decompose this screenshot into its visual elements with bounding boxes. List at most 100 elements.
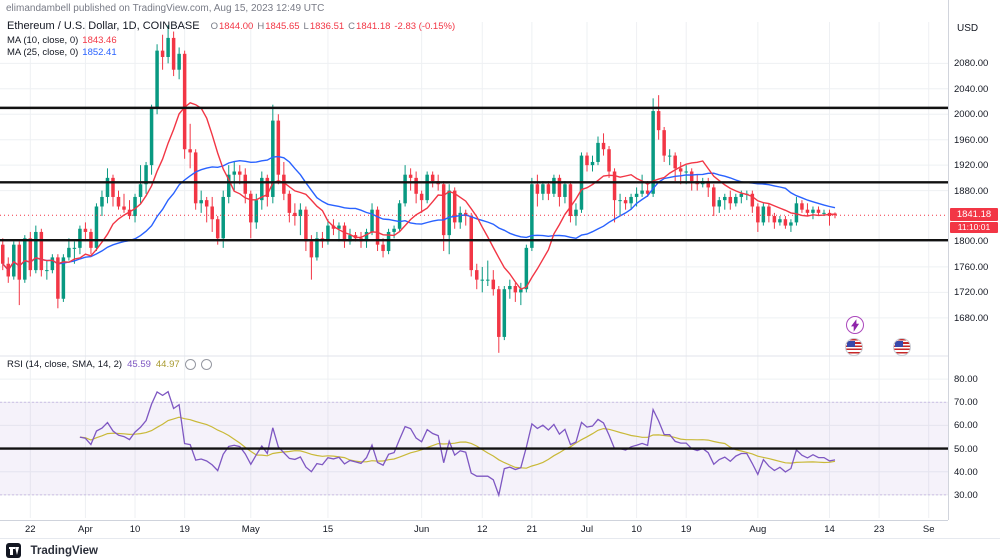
ohlc-change-value: -2.83 (-0.15%) <box>394 21 456 32</box>
current-price-badge: 1841.18 <box>950 208 998 222</box>
footer-bar: TradingView <box>0 538 1000 559</box>
bar-countdown-badge: 11:10:01 <box>950 222 998 234</box>
time-tick-label: Apr <box>78 524 93 535</box>
candle-body-down <box>623 200 628 204</box>
scale-tick-label: 1720.00 <box>954 287 989 299</box>
candle-body-down <box>276 120 281 175</box>
candle-body-down <box>238 171 242 175</box>
candle-body-up <box>370 209 374 232</box>
candle-body-down <box>160 50 165 57</box>
candle-body-down <box>452 190 457 223</box>
scale-tick-label: 80.00 <box>954 374 978 386</box>
candle-body-down <box>116 196 121 207</box>
price-scale[interactable]: USD 1841.18 11:10:01 2080.00 2040.00 2000.… <box>948 0 1000 520</box>
chart-canvas[interactable] <box>0 0 948 520</box>
candle-body-up <box>149 107 154 166</box>
rsi-ma-line <box>79 416 836 469</box>
candle-body-up <box>590 161 595 166</box>
candle-body-down <box>419 193 424 201</box>
ma10-legend-row[interactable]: MA (10, close, 0) 1843.46 <box>7 35 455 47</box>
candle-body-up <box>552 177 556 194</box>
candle-body-up <box>794 203 799 223</box>
rsi-legend-row[interactable]: RSI (14, close, SMA, 14, 2) 45.59 44.97 <box>7 359 212 370</box>
scale-tick-label: 30.00 <box>954 489 978 501</box>
candle-body-up <box>403 174 407 204</box>
time-tick-label: 23 <box>873 524 885 535</box>
candle-body-down <box>188 149 192 153</box>
candle-body-down <box>607 149 611 172</box>
ohlc-high-label: H <box>257 21 265 32</box>
candle-body-up <box>519 289 523 293</box>
us-flag-sticker-icon[interactable] <box>845 338 863 356</box>
candle-body-down <box>215 219 220 239</box>
candle-body-up <box>541 184 545 194</box>
candle-body-up <box>105 177 110 197</box>
candle-body-up <box>298 209 303 217</box>
time-axis[interactable]: 22 Apr 10 19 May 15 Jun 12 21 Jul 10 19 Aug 14 23 Se <box>0 520 948 539</box>
candle-body-up <box>502 289 507 337</box>
tradingview-logo-icon[interactable] <box>6 543 21 559</box>
candle-body-up <box>78 228 82 248</box>
rsi-value: 45.59 <box>127 359 151 370</box>
rsi-line <box>79 390 836 498</box>
us-flag-sticker-icon[interactable] <box>893 338 911 356</box>
candle-body-up <box>684 171 688 173</box>
candle-body-up <box>12 244 16 277</box>
tradingview-wordmark[interactable]: TradingView <box>30 544 98 557</box>
candle-body-down <box>800 203 804 210</box>
candle-body-down <box>750 193 755 207</box>
time-tick-label: Aug <box>749 524 767 535</box>
candle-body-down <box>243 174 248 194</box>
candle-body-up <box>177 53 181 70</box>
scale-tick-label: 1680.00 <box>954 312 989 324</box>
candle-body-down <box>689 171 694 182</box>
scale-tick-label: 1800.00 <box>954 236 989 248</box>
candle-body-down <box>265 177 270 197</box>
candle-body-up <box>634 193 639 197</box>
ma25-legend-value: 1852.41 <box>82 47 117 58</box>
candlestick-series <box>1 25 837 353</box>
symbol-title[interactable]: Ethereum / U.S. Dollar, 1D, COINBASE <box>7 20 200 32</box>
rsi-menu-icon[interactable] <box>200 359 212 370</box>
candle-body-up <box>789 222 793 226</box>
candle-body-up <box>50 257 55 271</box>
candle-body-down <box>408 174 413 178</box>
candle-body-down <box>293 212 297 217</box>
ma10-legend-value: 1843.46 <box>82 35 117 46</box>
ohlc-open-value: 1844.00 <box>218 21 254 32</box>
candle-body-up <box>199 200 203 204</box>
candle-body-up <box>364 231 369 242</box>
candle-body-up <box>260 177 264 201</box>
candle-body-down <box>491 279 496 290</box>
candle-body-down <box>309 241 314 258</box>
publish-attribution: elimandambell published on TradingView.c… <box>6 3 325 14</box>
candle-body-down <box>375 209 380 245</box>
candle-body-down <box>475 270 479 280</box>
candle-body-up <box>155 50 159 108</box>
candle-body-up <box>23 238 27 280</box>
candle-body-down <box>17 244 22 280</box>
ma25-legend-row[interactable]: MA (25, close, 0) 1852.41 <box>7 47 455 59</box>
scale-tick-label: 70.00 <box>954 397 978 409</box>
time-tick-label: 10 <box>129 524 141 535</box>
candle-body-up <box>221 196 225 239</box>
symbol-legend-row: Ethereum / U.S. Dollar, 1D, COINBASE O184… <box>7 20 455 35</box>
ma25-legend-label: MA (25, close, 0) <box>7 47 79 58</box>
chart-legend: Ethereum / U.S. Dollar, 1D, COINBASE O184… <box>7 20 455 59</box>
candle-body-down <box>706 181 710 188</box>
ohlc-close-label: C <box>348 21 356 32</box>
candle-body-down <box>656 111 661 131</box>
candle-body-up <box>651 111 655 194</box>
time-tick-label: 14 <box>824 524 835 535</box>
scale-tick-label: 50.00 <box>954 443 978 455</box>
scale-tick-label: 2080.00 <box>954 58 989 70</box>
candle-body-down <box>249 193 253 223</box>
candle-body-up <box>458 212 462 223</box>
candle-body-down <box>28 238 33 271</box>
time-tick-label: 10 <box>631 524 642 535</box>
rsi-visibility-icon[interactable] <box>184 359 196 370</box>
candle-body-up <box>232 171 236 175</box>
candle-body-down <box>513 286 518 293</box>
zap-sticker-icon[interactable] <box>846 316 864 334</box>
